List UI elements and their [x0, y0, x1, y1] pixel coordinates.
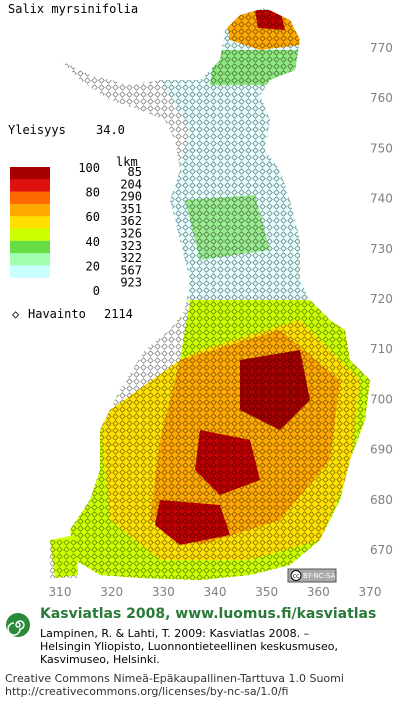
y-tick-label: 740 [370, 192, 393, 206]
y-tick-label: 730 [370, 242, 393, 256]
legend-swatch [10, 203, 50, 217]
scale-label: 80 [86, 186, 100, 200]
logo-circle [6, 613, 30, 637]
badge-text: BY-NC-SA [303, 572, 336, 580]
x-tick-label: 330 [152, 585, 175, 599]
x-tick-label: 310 [49, 585, 72, 599]
y-tick-label: 720 [370, 292, 393, 306]
count-label: 204 [120, 177, 142, 191]
y-tick-label: 760 [370, 91, 393, 105]
count-header: lkm [116, 155, 138, 169]
citation-line: Kasvimuseo, Helsinki. [40, 653, 160, 666]
badge-icon: cc [293, 573, 300, 580]
x-tick-label: 370 [359, 585, 382, 599]
scale-label: 20 [86, 259, 100, 273]
species-title: Salix myrsinifolia [8, 2, 138, 16]
x-tick-label: 360 [307, 585, 330, 599]
x-tick-label: 340 [204, 585, 227, 599]
footer: Lampinen, R. & Lahti, T. 2009: Kasviatla… [5, 627, 344, 698]
legend-swatch [10, 277, 50, 291]
citation-line: Lampinen, R. & Lahti, T. 2009: Kasviatla… [40, 627, 309, 640]
observation-count: 2114 [104, 307, 133, 321]
count-label: 351 [120, 202, 142, 216]
y-tick-label: 670 [370, 543, 393, 557]
legend-swatch [10, 179, 50, 192]
scale-label: 60 [86, 210, 100, 224]
y-tick-label: 770 [370, 41, 393, 55]
count-label: 923 [120, 276, 142, 290]
citation-line: Helsingin Yliopisto, Luonnontieteellinen… [40, 640, 338, 653]
count-label: 322 [120, 251, 142, 265]
y-tick-label: 680 [370, 493, 393, 507]
scale-label: 0 [93, 284, 100, 298]
logo [6, 613, 30, 637]
count-label: 362 [120, 214, 142, 228]
observation-symbol: ◇ [12, 307, 20, 321]
frequency-value: 34.0 [96, 123, 125, 137]
logo-spiral [7, 620, 25, 636]
count-label: 326 [120, 227, 142, 241]
legend-swatch [10, 216, 50, 229]
legend-swatch [10, 253, 50, 266]
observation-label: Havainto [28, 307, 86, 321]
map-grid [60, 8, 370, 580]
scale-label: 100 [78, 161, 100, 175]
y-tick-label: 710 [370, 342, 393, 356]
count-label: 323 [120, 239, 142, 253]
footer-heading: Kasviatlas 2008, www.luomus.fi/kasviatla… [40, 606, 376, 622]
frequency-label: Yleisyys [8, 123, 66, 137]
legend-swatch [10, 228, 50, 242]
legend-swatch [10, 167, 50, 180]
x-tick-label: 320 [100, 585, 123, 599]
legend-swatch [10, 191, 50, 205]
license-badge: cc BY-NC-SA [287, 568, 337, 583]
license-line: http://creativecommons.org/licenses/by-n… [5, 685, 288, 698]
license-line: Creative Commons Nimeä-Epäkaupallinen-Ta… [5, 672, 344, 685]
legend-swatch [10, 240, 50, 254]
axes: 310 320 330 340 350 360 370 670 680 690 700 710 720 7… [49, 41, 393, 599]
legend: lkm 100 80 60 40 20 0 852042903513623263233225… [10, 155, 142, 298]
y-tick-label: 700 [370, 392, 393, 406]
legend-swatch [10, 265, 50, 278]
x-tick-label: 350 [255, 585, 278, 599]
count-label: 85 [128, 165, 142, 179]
scale-label: 40 [86, 235, 100, 249]
badge-circle [290, 570, 302, 581]
y-tick-label: 750 [370, 141, 393, 155]
map [50, 8, 370, 580]
aland-grid [50, 540, 78, 578]
count-label: 290 [120, 190, 142, 204]
count-label: 567 [120, 263, 142, 277]
y-tick-label: 690 [370, 443, 393, 457]
